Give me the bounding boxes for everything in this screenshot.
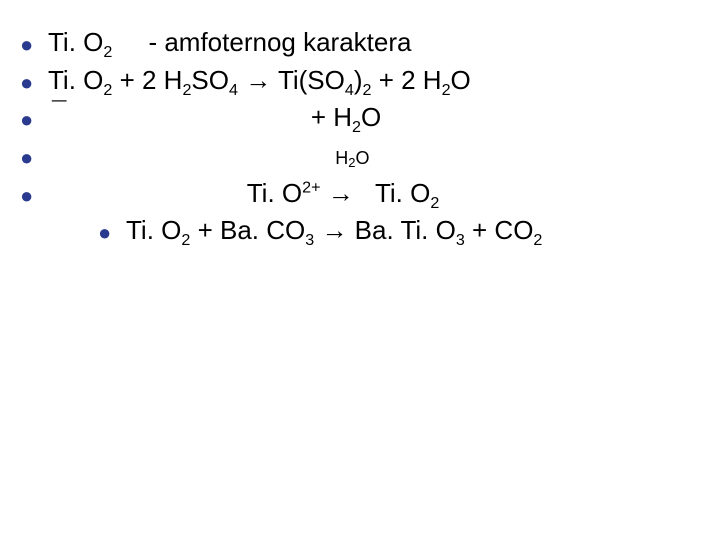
l6-d: Ba. Ti. O bbox=[347, 215, 455, 245]
slide-container: Ti. O2 - amfoternog karaktera Ti. O2 + 2… bbox=[0, 0, 720, 540]
l3-b: O bbox=[361, 102, 381, 132]
l5-a: Ti. O bbox=[247, 178, 302, 208]
l4-s: 2 bbox=[348, 155, 355, 170]
l5-c: Ti. O bbox=[354, 178, 431, 208]
l2-s1: 2 bbox=[103, 81, 112, 99]
bullet-line-2: Ti. O2 + 2 H2SO4 → Ti(SO4)2 + 2 H2O bbox=[20, 62, 700, 100]
l3-s1: 2 bbox=[352, 119, 361, 137]
l5-s1: 2 bbox=[430, 194, 439, 212]
bullet-icon bbox=[20, 180, 48, 212]
line-6-content: Ti. O2 + Ba. CO3 → Ba. Ti. O3 + CO2 bbox=[126, 212, 542, 250]
arrow-icon: → bbox=[245, 65, 271, 95]
bullet-icon bbox=[20, 142, 48, 174]
bullet-icon bbox=[98, 217, 126, 249]
l6-a: Ti. O bbox=[126, 215, 181, 245]
bullet-icon bbox=[20, 29, 48, 61]
l1-sub1: 2 bbox=[103, 43, 112, 61]
bullet-icon bbox=[20, 104, 48, 136]
line-2-content: Ti. O2 + 2 H2SO4 → Ti(SO4)2 + 2 H2O bbox=[48, 62, 471, 100]
l2-s4: 4 bbox=[345, 81, 354, 99]
l6-s4: 2 bbox=[533, 232, 542, 250]
l2-e: Ti(SO bbox=[271, 65, 345, 95]
l5-b bbox=[321, 178, 328, 208]
arrow-icon: → bbox=[328, 178, 354, 208]
l2-b: + 2 H bbox=[112, 65, 182, 95]
line-4-content: H2O bbox=[48, 137, 369, 175]
l6-s1: 2 bbox=[181, 232, 190, 250]
l4-b: O bbox=[355, 148, 369, 168]
bullet-line-6: Ti. O2 + Ba. CO3 → Ba. Ti. O3 + CO2 bbox=[20, 212, 700, 250]
l3-a: + H bbox=[311, 102, 352, 132]
arrow-icon: → bbox=[321, 215, 347, 245]
line-3-content: ¯ + H2O bbox=[48, 99, 700, 137]
line-5-content: Ti. O2+ → Ti. O2 bbox=[48, 175, 439, 213]
l5-sup: 2+ bbox=[302, 178, 320, 196]
l6-s2: 3 bbox=[305, 232, 314, 250]
bullet-line-1: Ti. O2 - amfoternog karaktera bbox=[20, 24, 700, 62]
l6-b: + Ba. CO bbox=[190, 215, 305, 245]
macron-mark: ¯ bbox=[52, 93, 66, 131]
l2-h: O bbox=[451, 65, 471, 95]
bullet-line-4: H2O bbox=[20, 137, 700, 175]
l6-e: + CO bbox=[465, 215, 534, 245]
l2-s6: 2 bbox=[442, 81, 451, 99]
bullet-line-3: ¯ + H2O bbox=[20, 99, 700, 137]
bullet-icon bbox=[20, 67, 48, 99]
l1-pre: Ti. O bbox=[48, 27, 103, 57]
l2-c: SO bbox=[191, 65, 229, 95]
l2-g: + 2 H bbox=[371, 65, 441, 95]
l6-s3: 3 bbox=[456, 232, 465, 250]
l2-f: ) bbox=[354, 65, 363, 95]
l4-a: H bbox=[335, 148, 348, 168]
line-1-content: Ti. O2 - amfoternog karaktera bbox=[48, 24, 411, 62]
bullet-line-5: Ti. O2+ → Ti. O2 bbox=[20, 175, 700, 213]
l1-rest: - amfoternog karaktera bbox=[112, 27, 411, 57]
l2-s3: 4 bbox=[229, 81, 238, 99]
l2-a: Ti. O bbox=[48, 65, 103, 95]
